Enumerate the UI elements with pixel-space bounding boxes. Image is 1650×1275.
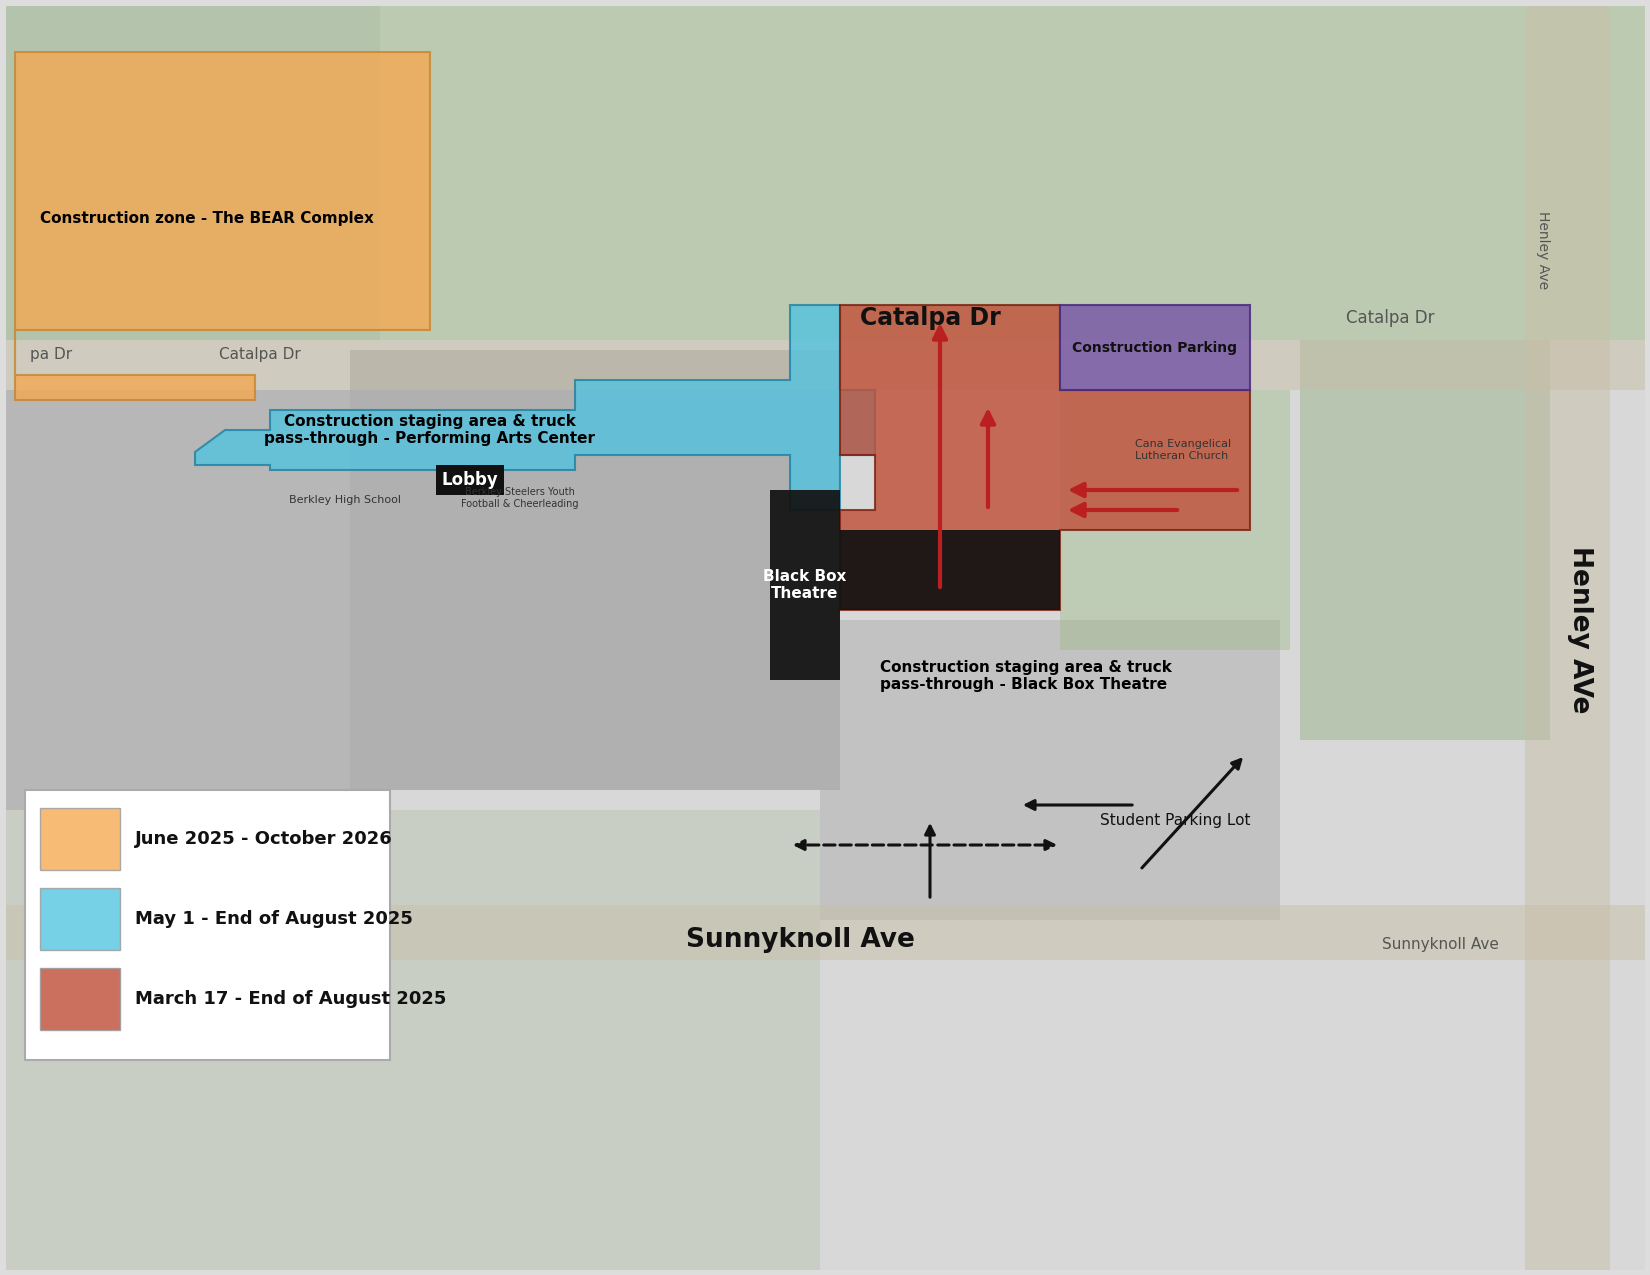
Text: May 1 - End of August 2025: May 1 - End of August 2025 [135, 910, 412, 928]
Text: Henley AVe: Henley AVe [1568, 546, 1592, 714]
Polygon shape [840, 305, 1251, 609]
Text: Catalpa Dr: Catalpa Dr [860, 306, 1000, 330]
Bar [0, 810, 820, 1275]
Polygon shape [195, 305, 874, 510]
Bar [40, 968, 120, 1030]
Text: Black Box
Theatre: Black Box Theatre [764, 569, 846, 602]
Polygon shape [1059, 305, 1251, 390]
Text: Lobby: Lobby [442, 470, 498, 490]
Bar [1525, 0, 1610, 1275]
Text: June 2025 - October 2026: June 2025 - October 2026 [135, 830, 393, 848]
Bar [0, 905, 1650, 960]
Text: Berkley Steelers Youth
Football & Cheerleading: Berkley Steelers Youth Football & Cheerl… [462, 487, 579, 509]
Text: pa Dr: pa Dr [30, 348, 73, 362]
Bar [350, 351, 840, 790]
Text: Catalpa Dr: Catalpa Dr [1346, 309, 1434, 326]
Text: Construction zone - The BEAR Complex: Construction zone - The BEAR Complex [40, 210, 375, 226]
Bar [25, 790, 389, 1060]
Text: Catalpa Dr: Catalpa Dr [219, 348, 300, 362]
Text: Sunnyknoll Ave: Sunnyknoll Ave [1381, 937, 1498, 952]
Text: Construction staging area & truck
pass-through - Performing Arts Center: Construction staging area & truck pass-t… [264, 414, 596, 446]
Text: Construction staging area & truck
pass-through - Black Box Theatre: Construction staging area & truck pass-t… [879, 660, 1172, 692]
Text: March 17 - End of August 2025: March 17 - End of August 2025 [135, 989, 447, 1009]
Bar [820, 620, 1280, 921]
Bar [40, 887, 120, 950]
Bar [0, 0, 380, 340]
Bar [1300, 340, 1549, 740]
Bar [40, 808, 120, 870]
Text: Henley Ave: Henley Ave [1536, 210, 1549, 289]
Bar [1059, 390, 1290, 650]
Text: Sunnyknoll Ave: Sunnyknoll Ave [685, 927, 914, 952]
Polygon shape [771, 490, 1059, 680]
Text: Student Parking Lot: Student Parking Lot [1101, 812, 1251, 827]
Text: Berkley High School: Berkley High School [289, 495, 401, 505]
Bar [0, 340, 1650, 390]
Text: Construction Parking: Construction Parking [1072, 340, 1238, 354]
Polygon shape [15, 52, 431, 400]
Text: Cana Evangelical
Lutheran Church: Cana Evangelical Lutheran Church [1135, 439, 1231, 460]
Bar [0, 390, 350, 810]
Bar [380, 0, 1650, 340]
